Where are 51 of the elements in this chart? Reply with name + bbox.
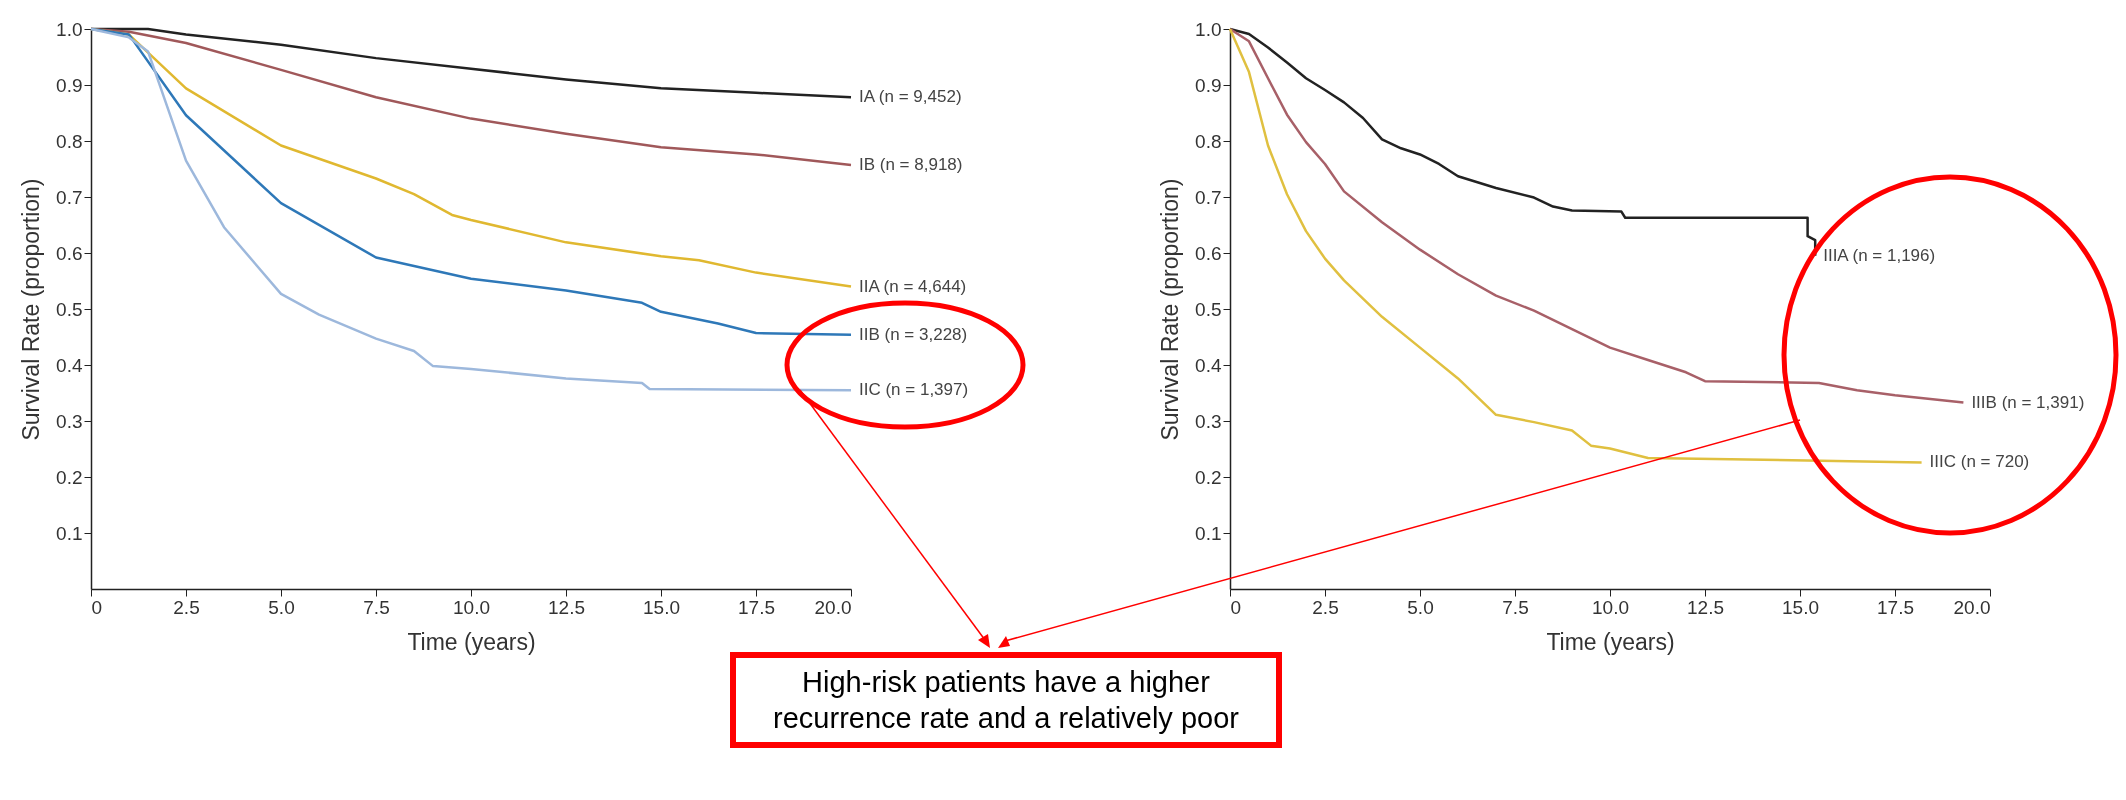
x-axis-title: Time (years) bbox=[1546, 628, 1675, 655]
x-tick-label: 12.5 bbox=[1687, 596, 1724, 618]
text: High-risk patients have a higher recurrence rate and a relatively poor bbox=[730, 652, 1282, 748]
y-axis-title: Survival Rate (proportion) bbox=[1157, 178, 1184, 441]
y-tick-label: 0.5 bbox=[56, 298, 83, 320]
y-tick-label: 0.3 bbox=[56, 410, 83, 432]
x-tick-label: 7.5 bbox=[1502, 596, 1529, 618]
x-tick-label: 10.0 bbox=[1592, 596, 1629, 618]
y-tick-label: 0.8 bbox=[56, 130, 83, 152]
x-tick-label: 15.0 bbox=[1782, 596, 1819, 618]
y-tick-label: 0.4 bbox=[56, 354, 83, 376]
x-tick-label: 20.0 bbox=[1953, 596, 1991, 618]
series-label: IIIB (n = 1,391) bbox=[1971, 392, 2085, 412]
y-tick-label: 0.8 bbox=[1195, 130, 1222, 152]
y-tick-label: 0.4 bbox=[1195, 354, 1222, 376]
x-axis-title: Time (years) bbox=[407, 628, 536, 655]
x-tick-label: 5.0 bbox=[268, 596, 295, 618]
y-tick-label: 1.0 bbox=[1195, 18, 1222, 40]
series-label: IIC (n = 1,397) bbox=[859, 380, 969, 400]
series-label: IIIA (n = 1,196) bbox=[1823, 245, 1936, 265]
y-tick-label: 0.9 bbox=[1195, 74, 1222, 96]
y-tick-label: 0.5 bbox=[1195, 298, 1222, 320]
y-tick-label: 0.1 bbox=[1195, 522, 1222, 544]
series-label: IIIC (n = 720) bbox=[1929, 452, 2030, 472]
x-tick-label: 20.0 bbox=[814, 596, 852, 618]
x-tick-label: 2.5 bbox=[1312, 596, 1339, 618]
x-tick-label: 12.5 bbox=[548, 596, 585, 618]
y-tick-label: 0.1 bbox=[56, 522, 83, 544]
x-tick-label: 0 bbox=[1230, 596, 1242, 618]
y-axis-title: Survival Rate (proportion) bbox=[18, 178, 45, 441]
y-tick-label: 0.7 bbox=[1195, 186, 1222, 208]
y-tick-label: 0.7 bbox=[56, 186, 83, 208]
x-tick-label: 5.0 bbox=[1407, 596, 1434, 618]
series-label: IB (n = 8,918) bbox=[859, 155, 963, 175]
y-tick-label: 0.6 bbox=[1195, 242, 1222, 264]
x-tick-label: 2.5 bbox=[173, 596, 200, 618]
y-tick-label: 0.2 bbox=[56, 466, 83, 488]
x-tick-label: 17.5 bbox=[1877, 596, 1914, 618]
series-label: IA (n = 9,452) bbox=[859, 87, 962, 107]
y-tick-label: 0.9 bbox=[56, 74, 83, 96]
series-label: IIB (n = 3,228) bbox=[859, 324, 968, 344]
x-tick-label: 0 bbox=[91, 596, 103, 618]
series-label: IIA (n = 4,644) bbox=[859, 276, 967, 296]
x-tick-label: 17.5 bbox=[738, 596, 775, 618]
x-tick-label: 7.5 bbox=[363, 596, 390, 618]
x-tick-label: 15.0 bbox=[643, 596, 680, 618]
y-tick-label: 0.3 bbox=[1195, 410, 1222, 432]
y-tick-label: 1.0 bbox=[56, 18, 83, 40]
y-tick-label: 0.6 bbox=[56, 242, 83, 264]
y-tick-label: 0.2 bbox=[1195, 466, 1222, 488]
x-tick-label: 10.0 bbox=[453, 596, 490, 618]
